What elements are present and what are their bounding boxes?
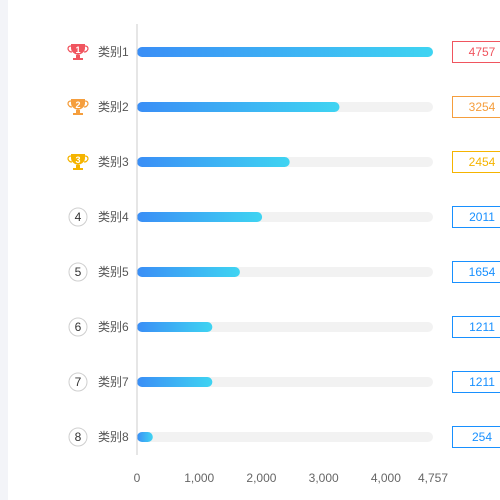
- trophy-cup: [71, 154, 85, 165]
- rank-circle: [68, 207, 88, 227]
- trophy-handle-left: [67, 45, 73, 53]
- trophy-icon: 2: [67, 99, 89, 115]
- category-label: 类别1: [98, 45, 129, 59]
- x-tick-label: 3,000: [309, 471, 339, 485]
- bar: [137, 322, 213, 332]
- value-label: 2011: [469, 210, 495, 224]
- trophy-handle-left: [67, 100, 73, 108]
- rank-number: 4: [75, 210, 82, 224]
- trophy-stem: [76, 55, 80, 58]
- rank-circle: [68, 372, 88, 392]
- value-label-box: [452, 426, 500, 448]
- bar: [137, 432, 153, 442]
- trophy-cup: [71, 44, 85, 55]
- trophy-stem: [76, 110, 80, 113]
- x-tick-label: 4,000: [371, 471, 401, 485]
- bar: [137, 47, 433, 57]
- rank-circle: [68, 427, 88, 447]
- bar: [137, 377, 213, 387]
- rank-number: 8: [75, 430, 82, 444]
- bar-track: [137, 432, 433, 442]
- x-tick-label: 4,757: [418, 471, 448, 485]
- category-label: 类别4: [98, 210, 129, 224]
- value-label-box: [452, 41, 500, 63]
- rank-number: 5: [75, 265, 82, 279]
- trophy-rank-number: 2: [75, 100, 80, 110]
- value-label: 4757: [469, 45, 496, 59]
- value-label-box: [452, 261, 500, 283]
- value-label: 1211: [469, 320, 495, 334]
- value-label: 1654: [469, 265, 496, 279]
- trophy-handle-right: [83, 155, 89, 163]
- rank-number: 7: [75, 375, 82, 389]
- category-label: 类别7: [98, 375, 129, 389]
- x-tick-label: 2,000: [246, 471, 276, 485]
- trophy-cup: [71, 99, 85, 110]
- value-label: 254: [472, 430, 492, 444]
- trophy-icon: 3: [67, 154, 89, 170]
- category-label: 类别5: [98, 265, 129, 279]
- value-label: 1211: [469, 375, 495, 389]
- value-label-box: [452, 151, 500, 173]
- x-tick-label: 1,000: [184, 471, 214, 485]
- trophy-rank-number: 3: [75, 155, 80, 165]
- x-tick-label: 0: [134, 471, 141, 485]
- category-label: 类别3: [98, 155, 129, 169]
- value-label-box: [452, 371, 500, 393]
- value-label: 2454: [469, 155, 496, 169]
- left-edge-strip: [0, 0, 8, 500]
- category-label: 类别8: [98, 430, 129, 444]
- trophy-rank-number: 1: [75, 45, 80, 55]
- rank-number: 6: [75, 320, 82, 334]
- trophy-handle-right: [83, 100, 89, 108]
- bar: [137, 157, 290, 167]
- bar: [137, 102, 340, 112]
- trophy-icon: 1: [67, 44, 89, 60]
- trophy-handle-left: [67, 155, 73, 163]
- value-label-box: [452, 206, 500, 228]
- value-label-box: [452, 316, 500, 338]
- value-label-box: [452, 96, 500, 118]
- trophy-handle-right: [83, 45, 89, 53]
- trophy-base: [73, 113, 83, 115]
- rank-circle: [68, 262, 88, 282]
- trophy-base: [73, 58, 83, 60]
- value-label: 3254: [469, 100, 496, 114]
- trophy-stem: [76, 165, 80, 168]
- bar: [137, 267, 240, 277]
- category-label: 类别2: [98, 100, 129, 114]
- rank-circle: [68, 317, 88, 337]
- category-label: 类别6: [98, 320, 129, 334]
- trophy-base: [73, 168, 83, 170]
- bar: [137, 212, 263, 222]
